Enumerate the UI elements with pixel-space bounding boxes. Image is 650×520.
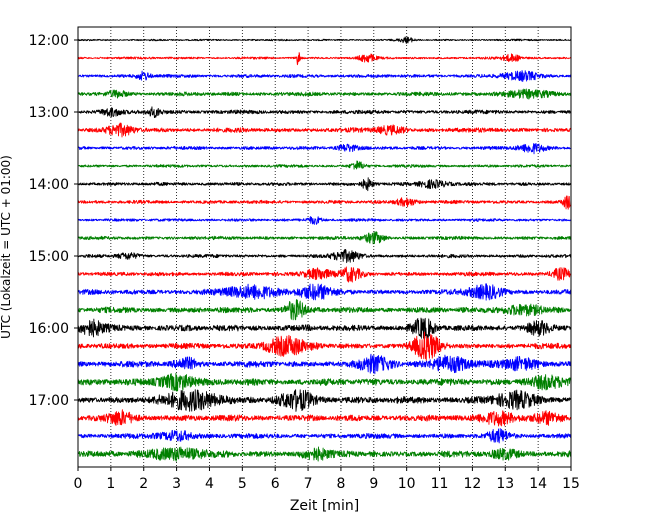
x-tick-label: 13 [496, 476, 514, 492]
x-tick-label: 6 [271, 476, 280, 492]
x-tick-label: 7 [304, 476, 313, 492]
x-tick-label: 1 [106, 476, 115, 492]
trace-line [78, 106, 571, 119]
y-axis-label: UTC (Lokalzeit = UTC + 01:00) [0, 155, 13, 339]
y-axis: 12:00 13:00 14:00 15:00 16:00 17:00 [29, 33, 78, 409]
trace-line [78, 283, 571, 301]
y-tick-label: 14:00 [29, 177, 69, 193]
x-tick-label: 2 [139, 476, 148, 492]
trace-line [78, 195, 571, 210]
x-tick-label: 12 [463, 476, 481, 492]
y-tick-label: 13:00 [29, 105, 69, 121]
x-axis: 0 1 2 3 4 5 6 7 8 9 10 11 12 13 14 15 [74, 467, 580, 492]
y-tick-label: 12:00 [29, 33, 69, 49]
trace-line [78, 428, 571, 444]
trace-line [78, 299, 571, 321]
x-tick-label: 9 [369, 476, 378, 492]
x-tick-label: 10 [398, 476, 416, 492]
trace-line [78, 160, 571, 170]
trace-line [78, 249, 571, 264]
x-tick-label: 8 [336, 476, 345, 492]
x-tick-label: 15 [562, 476, 580, 492]
trace-line [78, 266, 571, 283]
trace-line [78, 353, 571, 375]
trace-line [78, 52, 571, 66]
trace-line [78, 231, 571, 245]
trace-line [78, 372, 571, 392]
y-tick-label: 17:00 [29, 393, 69, 409]
trace-line [78, 216, 571, 225]
plot-frame [77, 26, 572, 468]
x-tick-label: 14 [529, 476, 547, 492]
trace-line [78, 122, 571, 138]
x-tick-label: 0 [74, 476, 83, 492]
traces [78, 36, 571, 462]
x-tick-label: 4 [205, 476, 214, 492]
x-axis-label: Zeit [min] [290, 498, 359, 514]
trace-line [78, 143, 571, 155]
trace-line [78, 70, 571, 83]
y-tick-label: 15:00 [29, 249, 69, 265]
x-tick-label: 11 [431, 476, 449, 492]
trace-line [78, 409, 571, 427]
y-tick-label: 16:00 [29, 321, 69, 337]
x-tick-label: 3 [172, 476, 181, 492]
trace-line [78, 36, 571, 44]
trace-line [78, 331, 571, 361]
trace-line [78, 446, 571, 462]
trace-line [78, 177, 571, 192]
x-tick-label: 5 [238, 476, 247, 492]
trace-line [78, 389, 571, 412]
trace-line [78, 88, 571, 100]
trace-line [78, 317, 571, 339]
